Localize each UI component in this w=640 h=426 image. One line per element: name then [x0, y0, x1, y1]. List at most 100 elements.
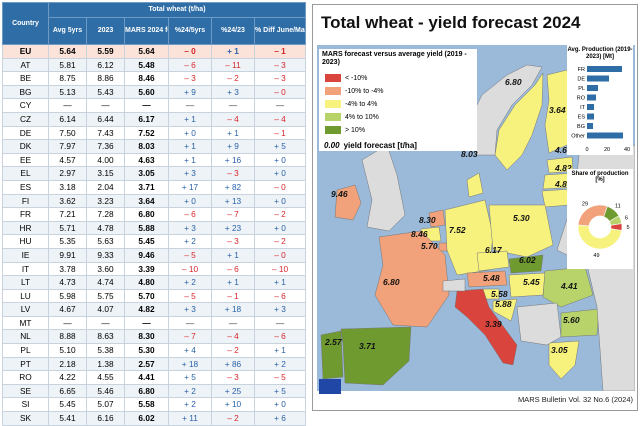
y2023-cell: 7.28 [86, 207, 125, 222]
y2023-cell: 6.16 [86, 411, 125, 426]
table-row: IE 9.91 9.33 9.46– 5 + 1– 0 [2, 247, 307, 263]
uk-shape [361, 144, 406, 232]
table-row: CY — — — — — — [2, 98, 307, 113]
forecast-cell: 5.88 [124, 220, 169, 236]
legend-item-minus4-4: -4% to 4% [325, 99, 377, 109]
diff-cell: + 0 [253, 193, 307, 209]
luxembourg-shape [438, 242, 448, 252]
country-cell: IE [2, 247, 49, 263]
table-row: PL 5.10 5.38 5.30 + 4– 2 + 1 [2, 343, 307, 358]
avg5-cell: 3.18 [48, 179, 87, 195]
yield-label-be: 8.46 [411, 229, 428, 239]
diff-cell: — [253, 315, 307, 331]
country-cell: LT [2, 275, 49, 290]
diff-cell: – 0 [253, 84, 307, 100]
production-country-label: PL [578, 86, 585, 92]
austria-shape [466, 270, 508, 288]
table-row: LT 4.73 4.74 4.80 + 2 + 1 + 1 [2, 275, 307, 290]
country-cell: ES [2, 179, 49, 195]
yield-label-nl: 8.30 [419, 215, 436, 225]
country-cell: FI [2, 193, 49, 209]
share-donut: 49 29 11 6 5 [577, 201, 630, 259]
country-cell: FR [2, 207, 49, 222]
production-axis-tick: 20 [604, 147, 610, 153]
legend-yield-key: 0.00 yield forecast [t/ha] [324, 141, 417, 150]
diff-cell: – 2 [253, 207, 307, 222]
yield-label-si: 5.58 [491, 289, 508, 299]
pct-5yrs-cell: + 2 [168, 397, 212, 413]
diff-header: % Diff June/May [253, 17, 307, 45]
country-cell: SK [2, 411, 49, 426]
diff-cell: + 0 [253, 397, 307, 413]
y2023-cell: 5.07 [86, 397, 125, 413]
yield-label-it: 3.39 [485, 319, 502, 329]
production-bar [587, 85, 598, 91]
forecast-cell: 4.80 [124, 275, 169, 290]
pct-5yrs-cell: – 7 [168, 329, 212, 345]
y2023-cell: 6.44 [86, 111, 125, 127]
yield-label-sk: 6.02 [519, 255, 536, 265]
table-row: MT — — — — — — [2, 315, 307, 331]
avg5-cell: 2.97 [48, 166, 87, 181]
table-row: IT 3.78 3.60 3.39– 10– 6– 10 [2, 261, 307, 277]
pct-23-cell: – 4 [211, 329, 255, 345]
group-header: Total wheat (t/ha) [47, 2, 307, 18]
forecast-header: MARS 2024 forecasts [124, 17, 169, 45]
pct-5yrs-cell: – 10 [168, 261, 212, 277]
portugal-shape [320, 330, 344, 380]
avg-production-bars: FR DE PL RO IT ES BG Other 0 20 40 [571, 66, 630, 153]
avg5-cell: 5.64 [48, 44, 87, 59]
forecast-cell: 8.30 [124, 329, 169, 345]
pct-5yrs-cell: – 6 [168, 57, 212, 73]
poland-shape [488, 204, 554, 258]
avg5-cell: 5.13 [48, 84, 87, 100]
y2023-header: 2023 [86, 17, 125, 45]
forecast-cell: 5.30 [124, 343, 169, 358]
diff-cell: + 5 [253, 139, 307, 154]
pct-23-cell: + 1 [211, 275, 255, 290]
pct-5yrs-cell: + 1 [168, 111, 212, 127]
diff-cell: – 1 [253, 125, 307, 141]
country-cell: HR [2, 220, 49, 236]
pct-5yrs-cell: + 4 [168, 343, 212, 358]
map-footer: MARS Bulletin Vol. 32 No.6 (2024) [317, 379, 635, 409]
pct-23-cell: + 25 [211, 383, 255, 399]
europe-map: 6.80 3.64 4.63 4.82 4.80 8.03 9.46 8.30 … [317, 45, 635, 391]
avg5-cell: 5.71 [48, 220, 87, 236]
country-cell: EL [2, 166, 49, 181]
table-row: LU 5.98 5.75 5.70– 5– 1– 6 [2, 288, 307, 304]
avg5-cell: 9.91 [48, 247, 87, 263]
avg5-cell: 4.73 [48, 275, 87, 290]
table-row: EL 2.97 3.15 3.05 + 3– 3 + 0 [2, 166, 307, 181]
forecast-cell: 6.17 [124, 111, 169, 127]
production-bar [587, 75, 609, 82]
pct-23-cell: + 9 [211, 139, 255, 154]
forecast-cell: 5.48 [124, 57, 169, 73]
forecast-cell: 2.57 [124, 356, 169, 372]
y2023-cell: 7.36 [86, 139, 125, 154]
y2023-cell: 5.59 [86, 44, 125, 59]
pct-5yrs-cell: + 0 [168, 193, 212, 209]
pct-23-cell: + 86 [211, 356, 255, 372]
table-row: PT 2.18 1.38 2.57 + 18 + 86 + 2 [2, 356, 307, 372]
y2023-cell: 5.38 [86, 343, 125, 358]
pct-23-cell: — [211, 98, 255, 113]
switzerland-shape [442, 278, 466, 292]
yield-table: Country Total wheat (t/ha) Avg 5yrs 2023… [2, 2, 307, 426]
country-cell: MT [2, 315, 49, 331]
y2023-cell: — [86, 315, 125, 331]
table-row: FI 3.62 3.23 3.64 + 0 + 13 + 0 [2, 193, 307, 209]
pct-5yrs-cell: + 17 [168, 179, 212, 195]
forecast-cell: 5.60 [124, 84, 169, 100]
avg5-cell: 3.78 [48, 261, 87, 277]
forecast-cell: 5.58 [124, 397, 169, 413]
denmark-shape [466, 172, 484, 198]
share-slice-label: 11 [615, 203, 621, 209]
y2023-cell: — [86, 98, 125, 113]
pct-23-cell: + 1 [211, 125, 255, 141]
y2023-cell: 2.04 [86, 179, 125, 195]
italy-shape [454, 288, 518, 366]
production-country-label: FR [578, 67, 585, 73]
pct-23-cell: – 1 [211, 288, 255, 304]
pct-5yrs-cell: – 5 [168, 288, 212, 304]
